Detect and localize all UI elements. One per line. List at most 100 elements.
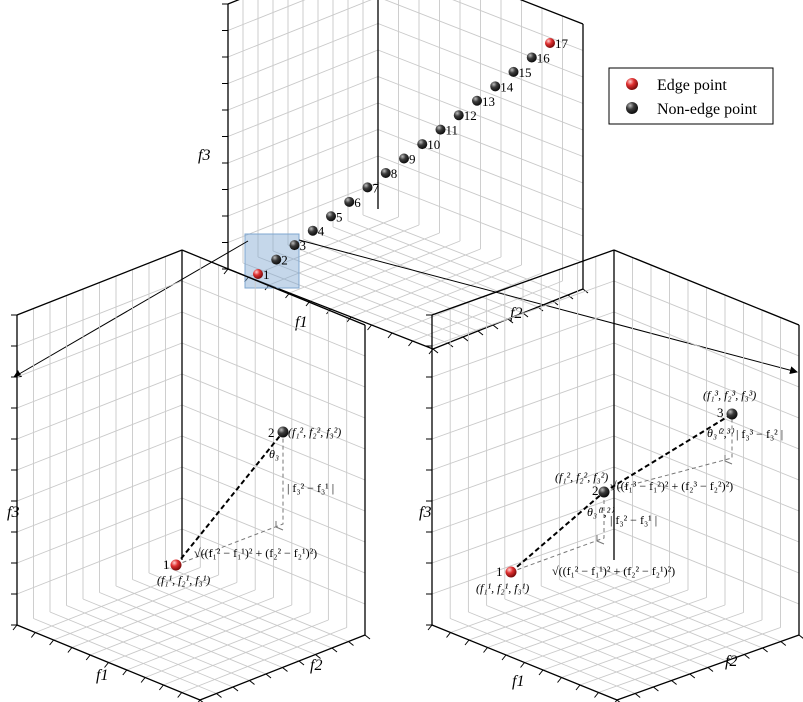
top-y-tick (477, 330, 484, 336)
top-x-tick (346, 316, 352, 323)
top-wall-gridline (227, 23, 379, 84)
top-wall-gridline (227, 76, 379, 137)
left-top-edge-a (16, 249, 183, 316)
right-y-tick (798, 634, 803, 639)
top-y-tick (462, 336, 469, 342)
right-connection-23 (603, 413, 733, 493)
top-point-label-14: 14 (500, 79, 514, 94)
right-y-tick (671, 680, 677, 685)
right-theta12-label: θ₃⁽¹,²⁾ (587, 505, 614, 519)
top-floor-gridline (268, 224, 420, 286)
right-wall-gridline (613, 373, 800, 450)
left-floor-gridline (35, 567, 201, 633)
top-point-label-9: 9 (409, 152, 416, 167)
left-x-tick (197, 699, 201, 702)
left-wall-gridline (16, 280, 183, 347)
right-wall-gridline (613, 280, 800, 357)
top-y-tick (507, 318, 514, 324)
top-point-14 (490, 81, 501, 92)
legend: Edge point Non-edge point (608, 67, 774, 125)
right-floor-gridline (505, 589, 689, 656)
top-point-13 (472, 95, 482, 106)
left-x-tick (12, 624, 18, 631)
top-floor-gridline (317, 232, 524, 314)
left-floor-gridline (71, 582, 238, 648)
top-y-tick (552, 300, 559, 306)
right-vertical23-formula: | f₃³ − f₃² | (736, 427, 783, 441)
right-vertical12-formula: | f₃² − f₃¹ | (610, 513, 657, 527)
right-floor-gridline (577, 572, 763, 649)
top-point-label-13: 13 (482, 94, 495, 109)
left-wall-gridline (16, 404, 183, 471)
top-point-label-1: 1 (263, 267, 270, 282)
top-wall-gridline (384, 0, 584, 78)
zoom-arrow-left (13, 240, 249, 378)
top-z-axis-label: f3 (198, 147, 210, 164)
right-top-edge-a (431, 249, 615, 316)
right-wall-gridline (613, 342, 800, 419)
right-horizontal23-formula: √((f₁³ − f₁²)² + (f₂³ − f₂²)²) (610, 479, 733, 493)
legend-nonedge-marker (626, 102, 638, 114)
right-wall-gridline (431, 342, 615, 409)
right-y-tick (653, 686, 659, 692)
top-point-label-15: 15 (519, 65, 532, 80)
top-point-label-16: 16 (537, 50, 551, 65)
left-projection-lines (175, 432, 284, 566)
top-point-6 (344, 196, 355, 207)
top-wall-gridline (227, 0, 372, 58)
left-point-2 (277, 426, 289, 438)
top-point-1 (253, 269, 263, 279)
top-wall-gridline (452, 0, 584, 51)
right-x-tick (483, 647, 488, 653)
top-point-label-12: 12 (464, 108, 477, 123)
left-point-1-label: 1 (163, 557, 170, 572)
right-connection-12 (510, 491, 605, 573)
left-x-tick (49, 639, 54, 646)
left-point-1-coords: (f₁¹, f₂¹, f₃¹) (157, 573, 210, 587)
top-point-7 (362, 182, 373, 193)
legend-edge-marker (626, 78, 638, 90)
left-floor-gridline (115, 585, 300, 662)
right-wall-gridline (613, 404, 800, 481)
right-y-tick (707, 667, 714, 672)
left-axes (11, 249, 371, 702)
right-wall-gridline (431, 404, 615, 471)
top-point-5 (326, 211, 336, 222)
top-x-tick (223, 268, 229, 275)
left-x-tick (67, 647, 73, 653)
right-3d-plot: 1 2 3 (f₁¹, f₂¹, f₃¹) (f₁², f₂², f₃²) (f… (419, 249, 803, 702)
top-point-label-8: 8 (391, 166, 398, 181)
left-y-tick (298, 660, 305, 666)
top-floor-gridline (332, 226, 539, 308)
left-floor-gridline (148, 572, 333, 649)
right-wall-gridline (431, 373, 615, 440)
top-point-label-2: 2 (281, 253, 288, 268)
left-x-tick (30, 632, 36, 638)
right-x-tick (594, 692, 599, 698)
left-y-tick (199, 699, 204, 702)
right-x-tick (464, 639, 470, 646)
top-point-15 (508, 66, 519, 77)
right-y-axis-label: f2 (725, 653, 737, 670)
left-vertical-formula: | f₃² − f₃¹ | (287, 481, 334, 495)
left-grid (16, 256, 366, 694)
left-3d-plot: 1 2 (f₁¹, f₂¹, f₃¹) (f₁², f₂², f₃²) θ₃ |… (7, 249, 371, 702)
top-x-tick (367, 324, 372, 331)
right-floor-gridline (541, 585, 727, 662)
right-x-tick (614, 699, 618, 702)
right-point-2-coords: (f₁², f₂², f₃²) (555, 470, 608, 484)
right-right-angle-12 (596, 535, 605, 545)
left-x-tick (122, 669, 128, 676)
top-top-edge-b (519, 0, 584, 25)
right-x-tick (501, 654, 507, 661)
top-floor-gridline (289, 232, 440, 294)
top-grid (227, 0, 584, 344)
left-wall-gridline (181, 373, 366, 450)
left-y-tick (216, 693, 222, 698)
top-floor-gridline (309, 240, 461, 302)
left-wall-gridline (181, 280, 366, 357)
top-y-tick (492, 324, 499, 330)
top-wall-gridline (227, 0, 306, 31)
